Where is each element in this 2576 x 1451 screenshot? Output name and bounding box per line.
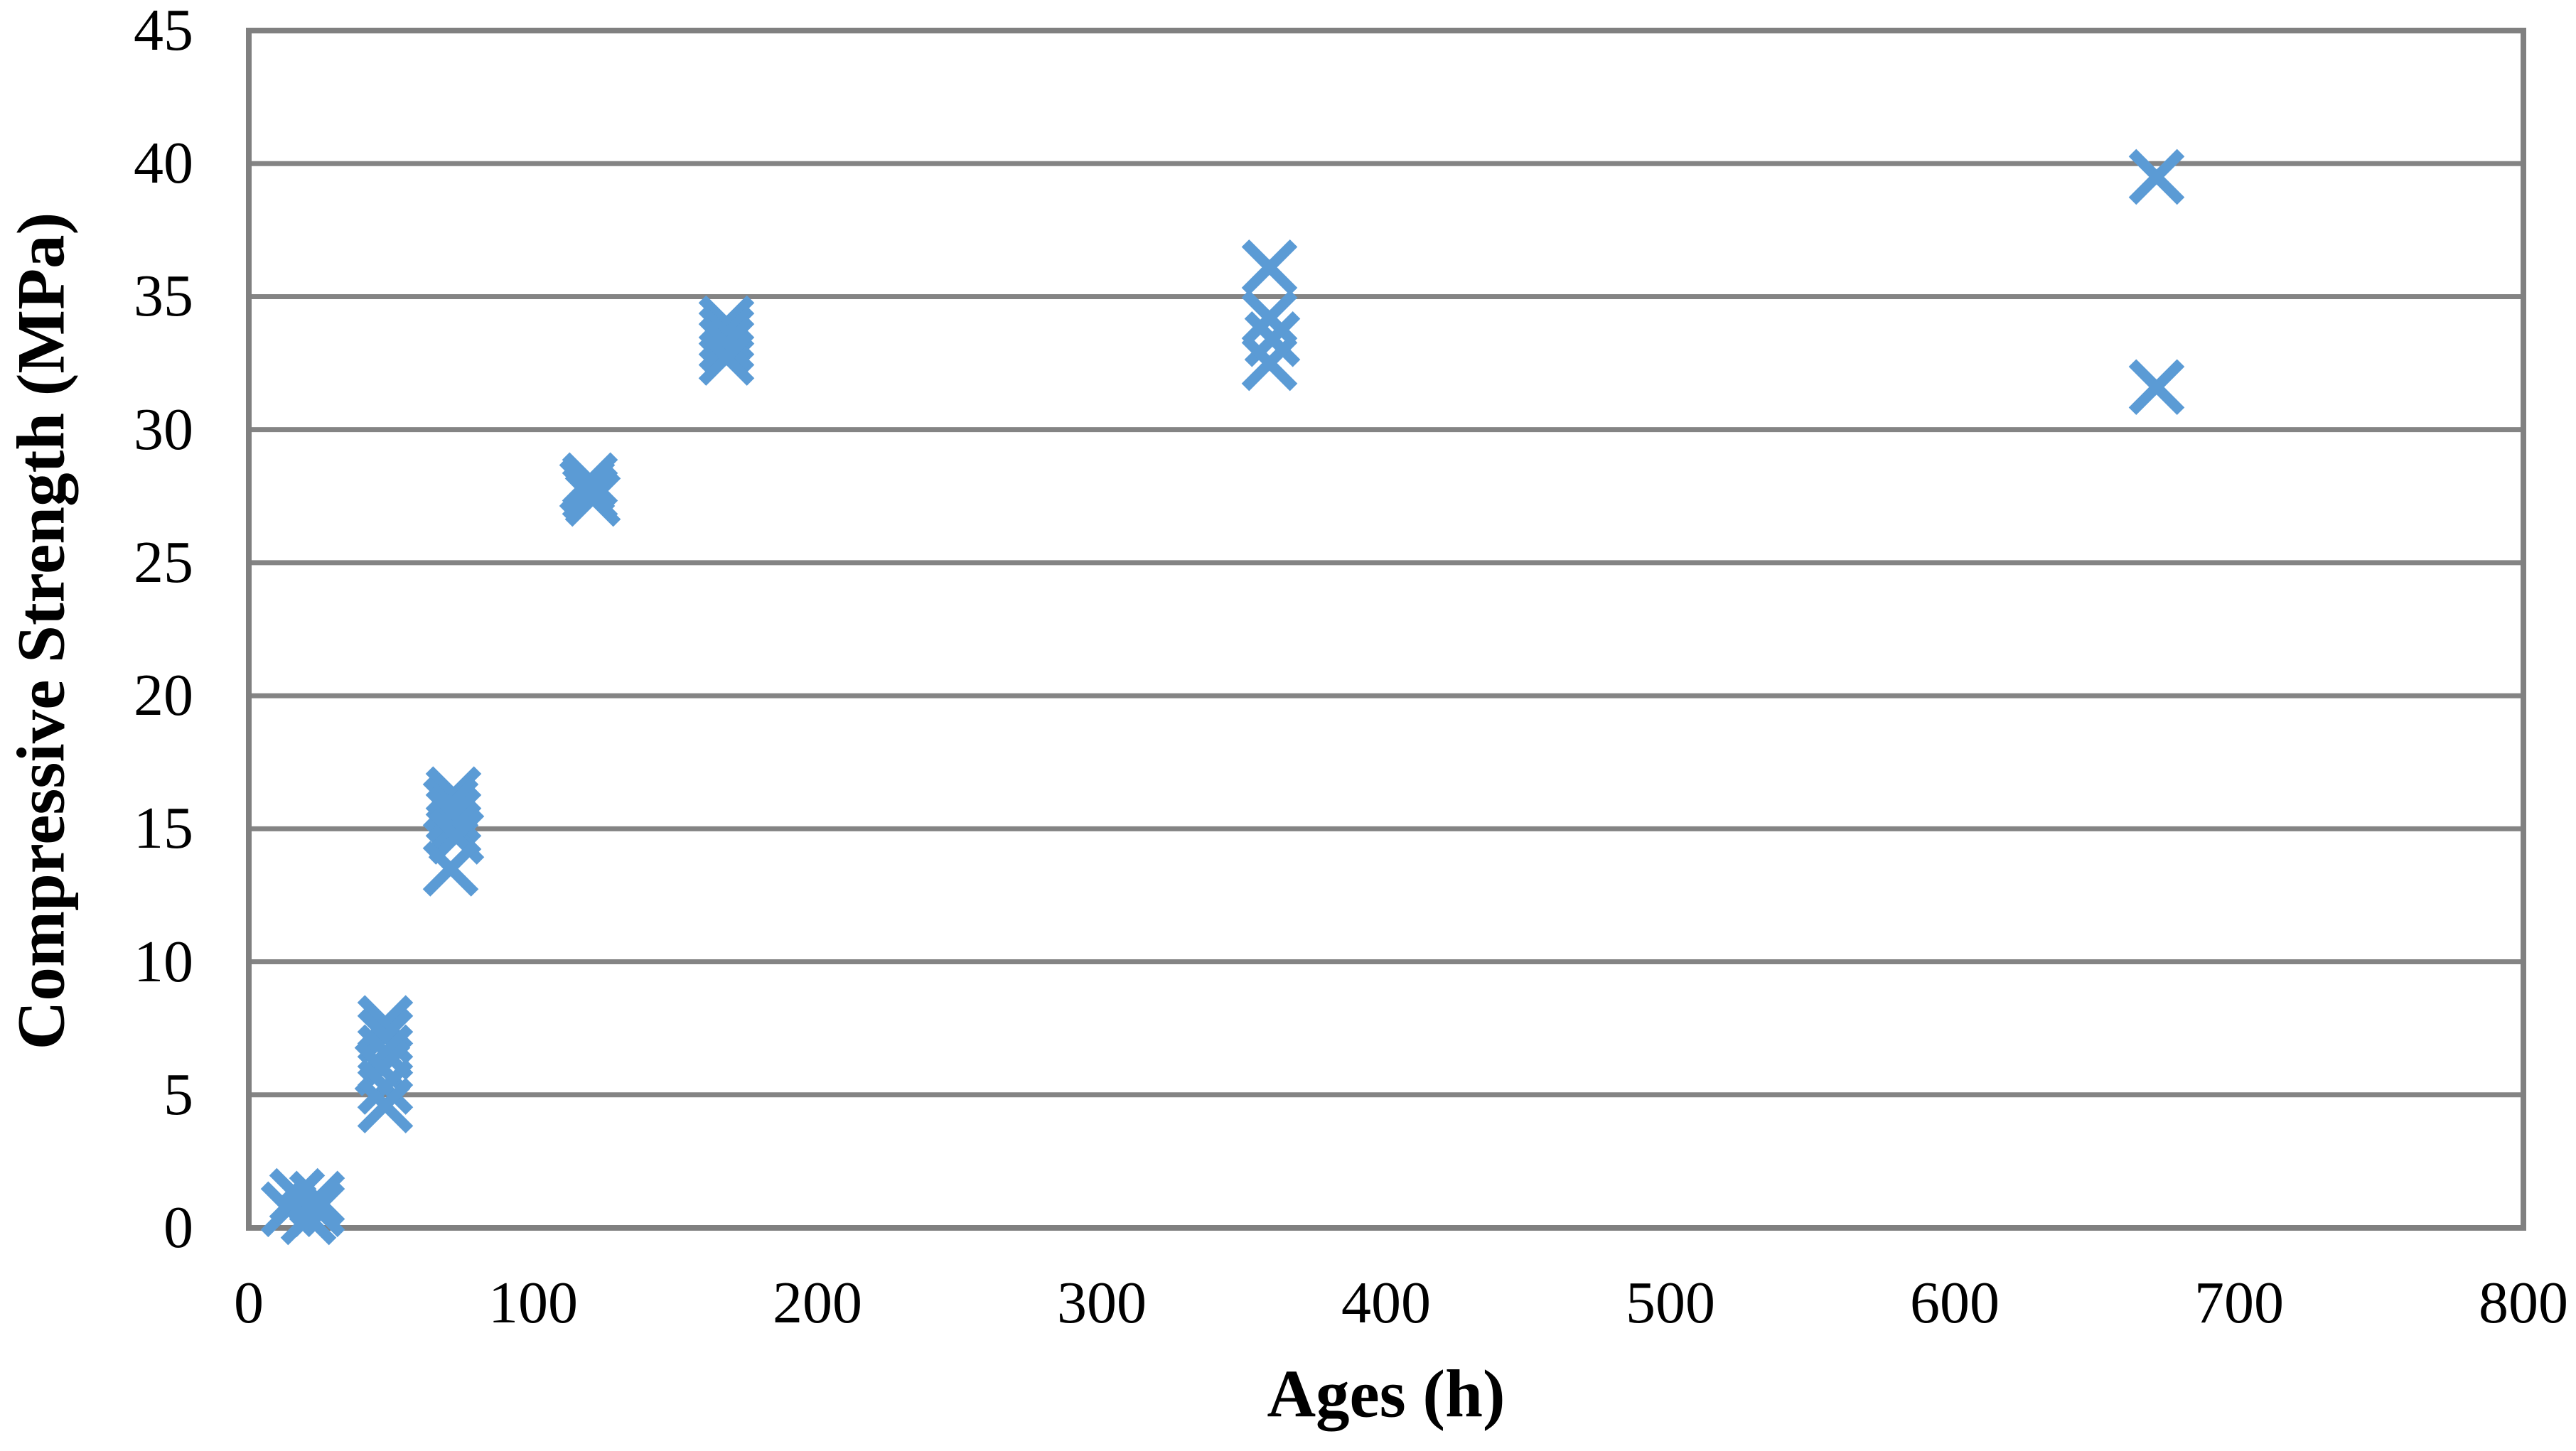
- data-point-marker: [1241, 290, 1298, 346]
- data-point-marker: [698, 306, 755, 362]
- plot-border: [246, 28, 2526, 1231]
- y-tick-label: 0: [163, 1194, 193, 1261]
- y-axis-title: Compressive Strength (MPa): [3, 212, 79, 1050]
- data-point-marker: [2128, 359, 2185, 416]
- x-tick-label: 500: [1626, 1270, 1715, 1336]
- x-tick-label: 700: [2194, 1270, 2284, 1336]
- x-tick-label: 0: [234, 1270, 264, 1336]
- y-tick-label: 30: [134, 396, 193, 463]
- data-point-marker: [698, 330, 755, 386]
- x-tick-label: 300: [1057, 1270, 1147, 1336]
- data-point-marker: [425, 787, 482, 843]
- x-axis-title: Ages (h): [1267, 1356, 1506, 1432]
- data-point-marker: [1241, 239, 1298, 296]
- data-point-marker: [289, 1181, 345, 1238]
- data-point-marker: [357, 1077, 414, 1134]
- x-tick-label: 600: [1910, 1270, 2000, 1336]
- y-tick-label: 5: [163, 1061, 193, 1128]
- x-tick-label: 400: [1341, 1270, 1431, 1336]
- x-tick-label: 200: [773, 1270, 862, 1336]
- data-point-marker: [698, 316, 755, 373]
- data-point-marker: [289, 1170, 345, 1227]
- x-tick-label: 800: [2479, 1270, 2568, 1336]
- data-point-marker: [422, 841, 479, 897]
- data-point-marker: [357, 1059, 414, 1115]
- y-tick-label: 10: [134, 928, 193, 995]
- data-point-marker: [2128, 149, 2185, 205]
- data-point-marker: [564, 470, 621, 527]
- x-tick-label: 100: [488, 1270, 578, 1336]
- y-tick-label: 45: [134, 0, 193, 63]
- y-tick-label: 25: [134, 529, 193, 595]
- y-tick-label: 15: [134, 795, 193, 862]
- data-point-marker: [1241, 335, 1298, 392]
- y-tick-label: 40: [134, 130, 193, 197]
- y-tick-label: 35: [134, 263, 193, 330]
- y-tick-label: 20: [134, 662, 193, 729]
